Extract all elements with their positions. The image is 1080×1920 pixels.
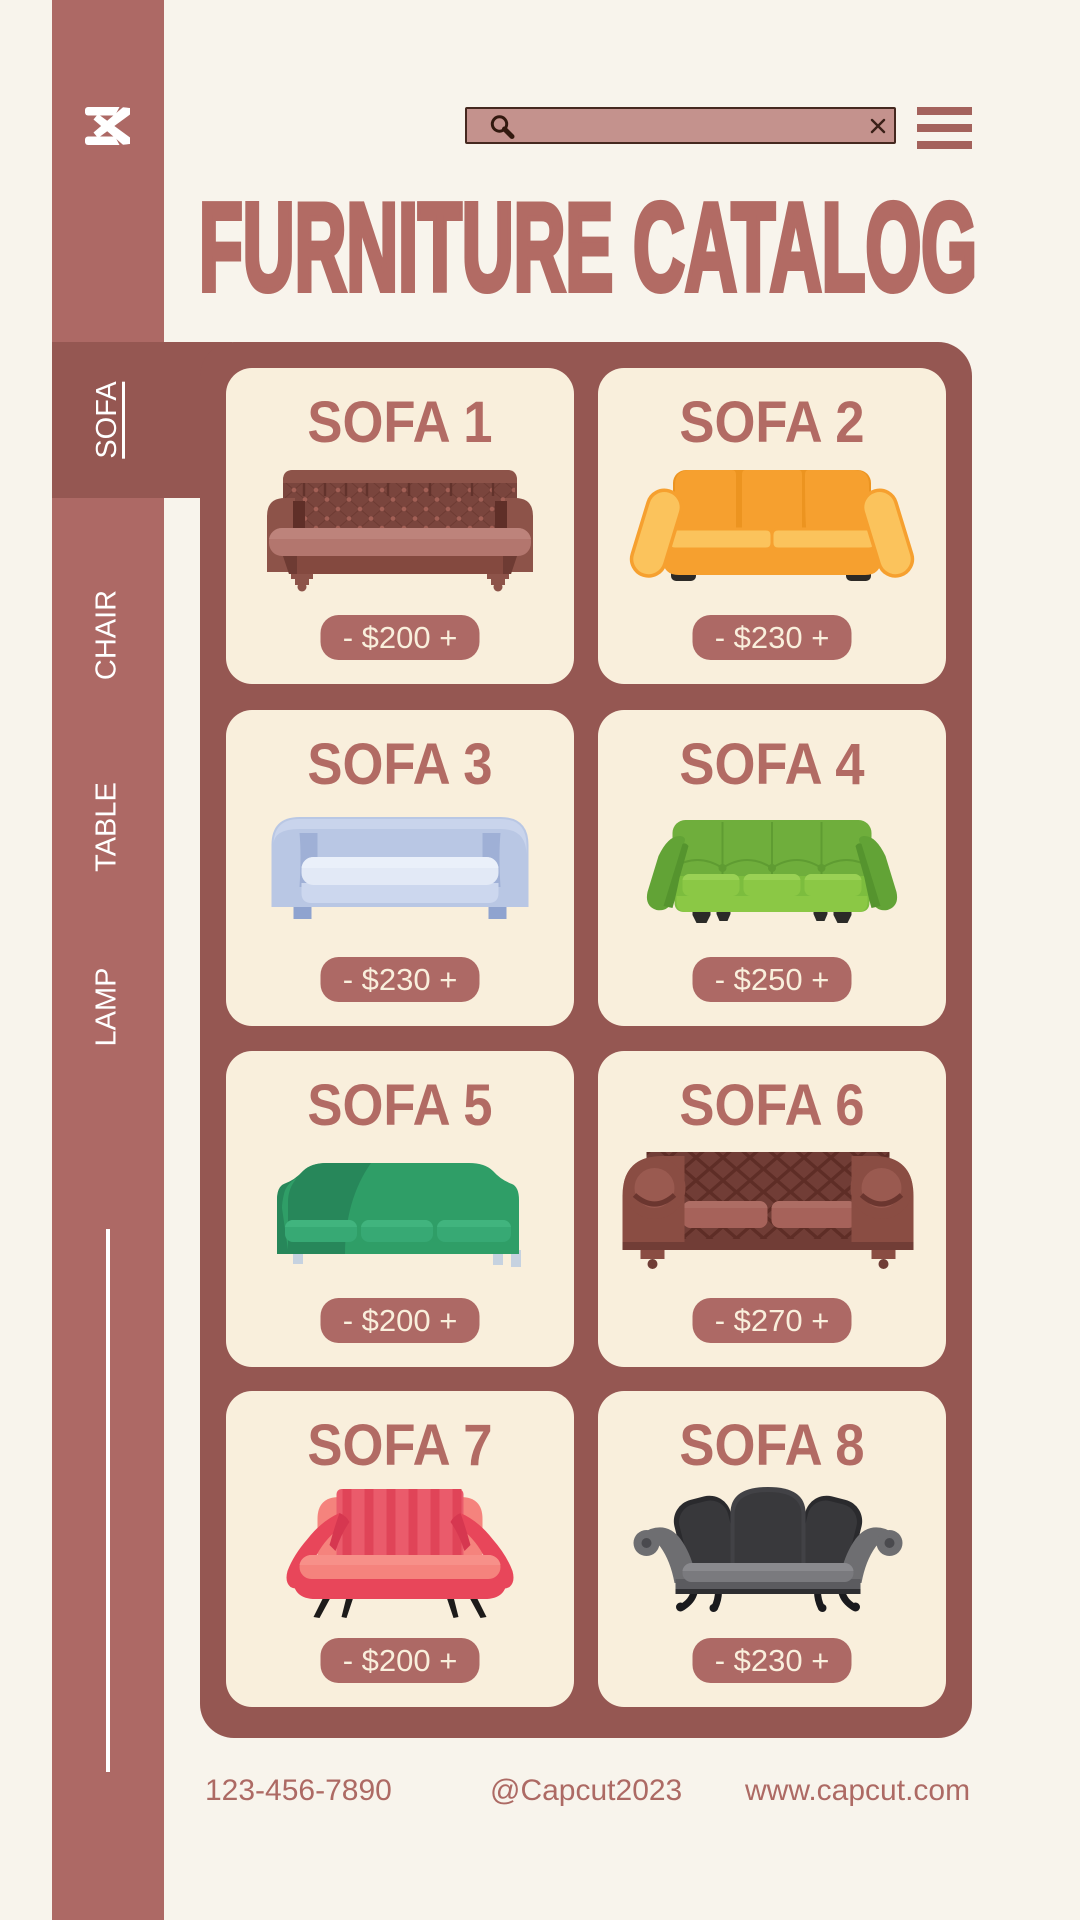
svg-text:FURNITURE CATALOG: FURNITURE CATALOG — [199, 190, 977, 300]
